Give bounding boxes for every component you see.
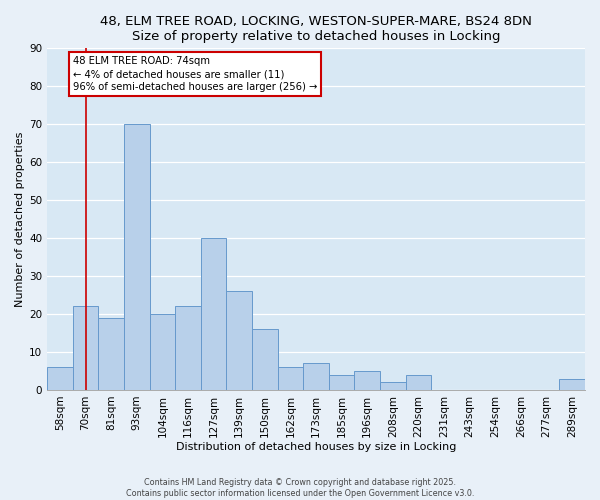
Title: 48, ELM TREE ROAD, LOCKING, WESTON-SUPER-MARE, BS24 8DN
Size of property relativ: 48, ELM TREE ROAD, LOCKING, WESTON-SUPER… xyxy=(100,15,532,43)
Bar xyxy=(303,364,329,390)
Bar xyxy=(380,382,406,390)
Bar xyxy=(406,375,431,390)
Bar xyxy=(278,367,303,390)
Bar xyxy=(201,238,226,390)
Bar xyxy=(355,371,380,390)
Bar xyxy=(124,124,149,390)
Text: 48 ELM TREE ROAD: 74sqm
← 4% of detached houses are smaller (11)
96% of semi-det: 48 ELM TREE ROAD: 74sqm ← 4% of detached… xyxy=(73,56,317,92)
Bar xyxy=(252,329,278,390)
Bar xyxy=(559,378,585,390)
X-axis label: Distribution of detached houses by size in Locking: Distribution of detached houses by size … xyxy=(176,442,456,452)
Bar xyxy=(149,314,175,390)
Bar xyxy=(329,375,355,390)
Bar xyxy=(47,367,73,390)
Y-axis label: Number of detached properties: Number of detached properties xyxy=(15,132,25,307)
Bar xyxy=(175,306,201,390)
Text: Contains HM Land Registry data © Crown copyright and database right 2025.
Contai: Contains HM Land Registry data © Crown c… xyxy=(126,478,474,498)
Bar xyxy=(98,318,124,390)
Bar xyxy=(226,292,252,390)
Bar xyxy=(73,306,98,390)
